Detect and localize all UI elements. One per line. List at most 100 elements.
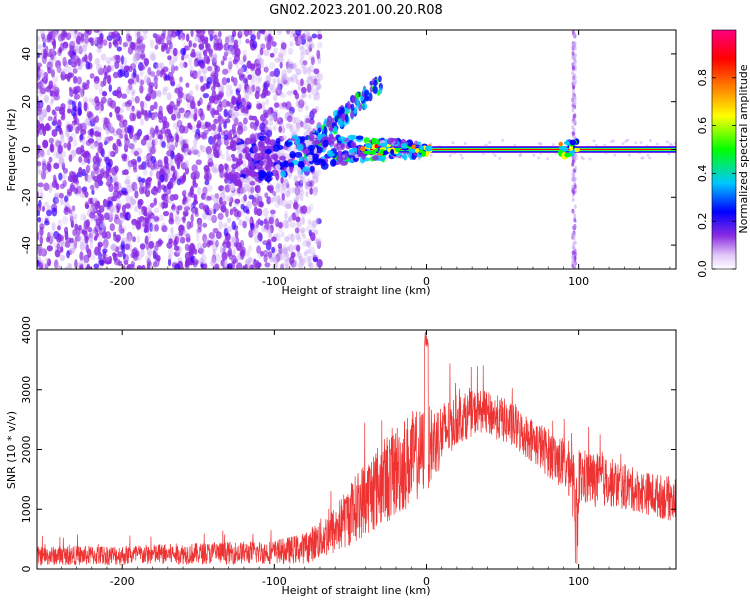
spectrogram-cell bbox=[37, 216, 42, 223]
spectrogram-cell bbox=[315, 216, 320, 226]
spectrogram-cell bbox=[173, 238, 178, 248]
spectrogram-cell bbox=[223, 108, 228, 118]
spectrogram-cell bbox=[189, 65, 194, 75]
spectrogram-y-axis-label: Frequency (Hz) bbox=[5, 109, 18, 192]
spectrogram-cell bbox=[206, 81, 211, 89]
spectrogram-cell bbox=[117, 85, 123, 91]
spectrogram-cell bbox=[270, 84, 276, 94]
spectrogram-cell bbox=[68, 247, 76, 255]
spectrogram-cell bbox=[62, 173, 67, 180]
x-tick-label: 0 bbox=[423, 575, 430, 588]
spectrogram-cell bbox=[107, 149, 114, 158]
spectrogram-cell bbox=[571, 71, 574, 76]
spectrogram-cell bbox=[140, 107, 145, 115]
spectrogram-cell bbox=[311, 219, 317, 228]
spectrogram-cell bbox=[429, 153, 433, 157]
spectrogram-cell bbox=[191, 70, 198, 80]
spectrogram-cell bbox=[627, 153, 631, 157]
spectrogram-cell bbox=[573, 41, 577, 46]
spectrogram-cell bbox=[269, 70, 276, 77]
spectrogram-cell bbox=[96, 126, 103, 134]
spectrogram-cell bbox=[185, 93, 190, 103]
spectrogram-cell bbox=[316, 218, 322, 225]
spectrogram-cell bbox=[55, 60, 62, 69]
spectrogram-cell bbox=[102, 39, 108, 46]
spectrogram-cell bbox=[87, 226, 93, 233]
spectrogram-cell bbox=[313, 68, 320, 75]
spectrogram-cell bbox=[155, 62, 162, 71]
spectrogram-cell bbox=[316, 73, 323, 81]
spectrogram-cell bbox=[307, 255, 313, 261]
spectrogram-cell bbox=[135, 48, 142, 55]
spectrogram-cell bbox=[281, 247, 289, 254]
spectrogram-cell bbox=[96, 209, 102, 217]
spectrogram-cell bbox=[184, 160, 189, 169]
spectrogram-cell bbox=[235, 237, 240, 244]
spectrogram-cell bbox=[277, 145, 284, 150]
spectrogram-cell bbox=[243, 126, 248, 132]
spectrogram-cell bbox=[314, 170, 319, 180]
spectrogram-cell bbox=[287, 47, 294, 55]
spectrogram-cell bbox=[215, 231, 222, 240]
x-tick-label: 100 bbox=[568, 575, 589, 588]
spectrogram-cell bbox=[71, 205, 76, 212]
spectrogram-cell bbox=[94, 140, 99, 147]
spectrogram-cell bbox=[204, 36, 209, 44]
spectrogram-cell bbox=[83, 101, 88, 112]
spectrogram-cell bbox=[626, 138, 630, 142]
spectrogram-cell bbox=[184, 111, 191, 120]
spectrogram-cell bbox=[298, 99, 305, 109]
spectrogram-cell bbox=[227, 44, 234, 52]
spectrogram-cell bbox=[224, 259, 228, 266]
spectrogram-cell bbox=[145, 182, 151, 189]
spectrogram-cell bbox=[251, 84, 255, 93]
spectrogram-cell bbox=[52, 241, 57, 248]
spectrogram-cell bbox=[574, 52, 577, 58]
spectrogram-cell bbox=[45, 209, 53, 217]
spectrogram-cell bbox=[67, 262, 72, 269]
spectrogram-cell bbox=[124, 211, 131, 221]
spectrogram-cell bbox=[169, 212, 174, 222]
spectrogram-cell bbox=[280, 170, 287, 178]
spectrogram-cell bbox=[76, 76, 83, 85]
spectrogram-cell bbox=[176, 50, 181, 57]
spectrogram-cell bbox=[183, 61, 188, 68]
spectrogram-cell bbox=[139, 84, 144, 94]
spectrogram-cell bbox=[276, 30, 283, 36]
spectrogram-cell bbox=[88, 37, 94, 43]
spectrogram-cell bbox=[271, 246, 276, 254]
spectrogram-cell bbox=[166, 150, 173, 157]
spectrogram-cell bbox=[224, 36, 230, 45]
snr-y-axis-label: SNR (10 * v/v) bbox=[5, 411, 18, 489]
spectrogram-cell bbox=[178, 230, 184, 237]
spectrogram-cell bbox=[299, 175, 304, 184]
spectrogram-cell bbox=[282, 73, 287, 82]
spectrogram-cell bbox=[254, 185, 258, 192]
spectrogram-cell bbox=[58, 192, 64, 199]
spectrogram-cell bbox=[298, 45, 305, 51]
spectrogram-heatmap bbox=[37, 30, 676, 269]
spectrogram-cell bbox=[316, 239, 320, 246]
spectrogram-cell bbox=[37, 101, 40, 111]
spectrogram-cell bbox=[220, 60, 225, 66]
spectrogram-cell bbox=[256, 245, 261, 254]
colorbar-tick-label: 0.4 bbox=[696, 165, 709, 183]
spectrogram-cell bbox=[295, 191, 300, 200]
spectrogram-cell bbox=[94, 130, 100, 137]
spectrogram-cell bbox=[95, 218, 101, 226]
spectrogram-cell bbox=[233, 39, 239, 45]
spectrogram-cell bbox=[102, 238, 109, 249]
spectrogram-cell bbox=[190, 255, 195, 263]
spectrogram-cell bbox=[151, 113, 158, 121]
spectrogram-cell bbox=[380, 142, 388, 148]
spectrogram-cell bbox=[573, 213, 577, 219]
spectrogram-cell bbox=[634, 141, 638, 145]
spectrogram-cell bbox=[74, 30, 78, 35]
spectrogram-cell bbox=[242, 154, 246, 160]
spectrogram-cell bbox=[58, 46, 62, 54]
spectrogram-cell bbox=[188, 57, 193, 67]
spectrogram-cell bbox=[571, 162, 575, 167]
spectrogram-cell bbox=[42, 42, 46, 48]
spectrogram-cell bbox=[329, 157, 333, 161]
spectrogram-cell bbox=[279, 61, 283, 69]
